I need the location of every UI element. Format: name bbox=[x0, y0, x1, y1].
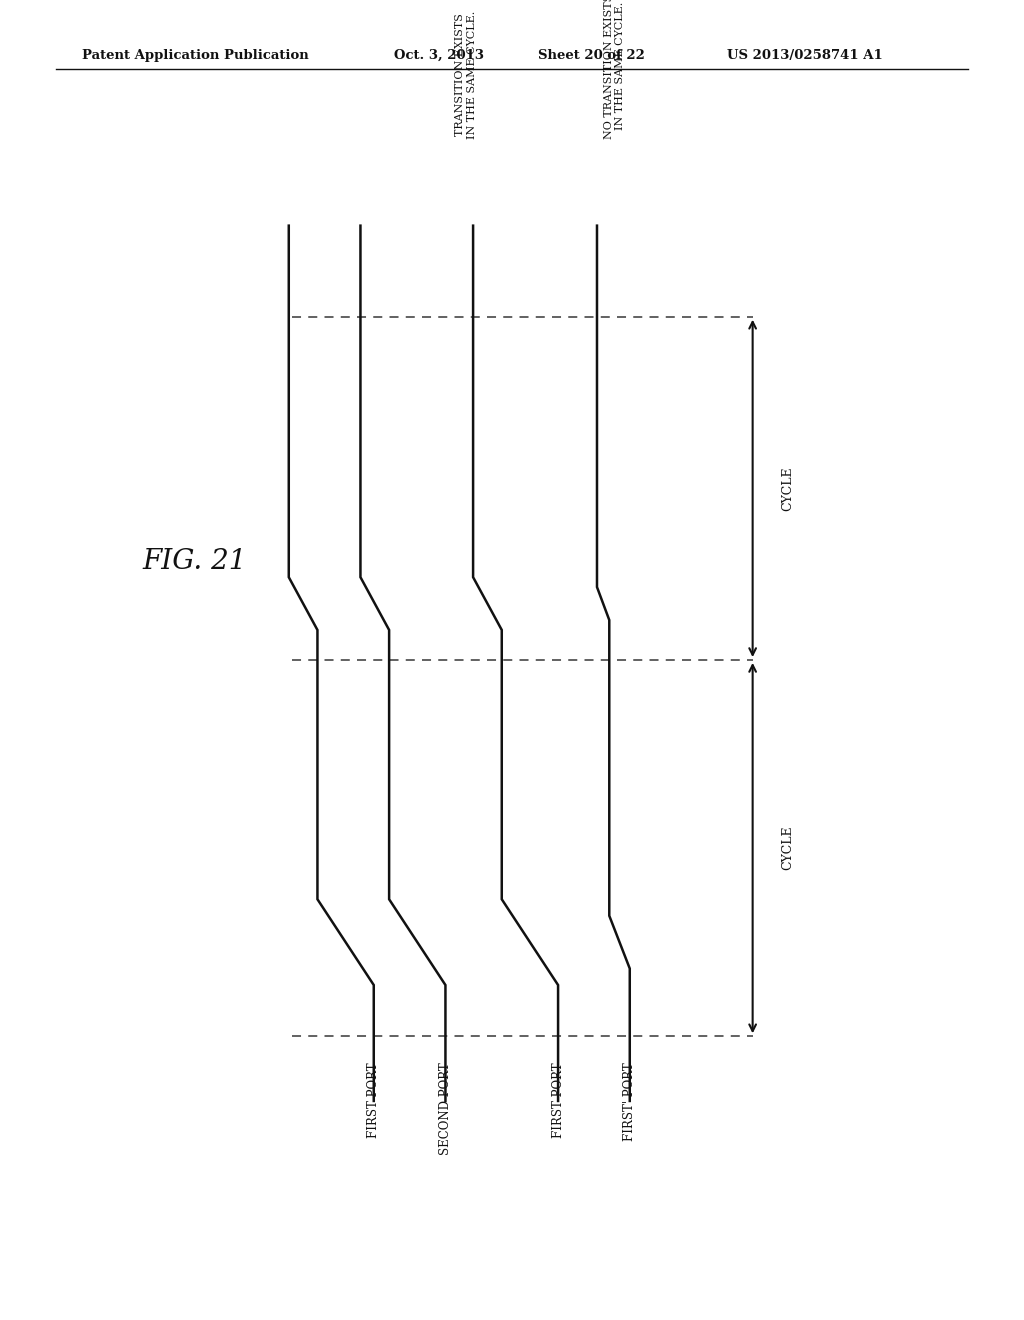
Text: US 2013/0258741 A1: US 2013/0258741 A1 bbox=[727, 49, 883, 62]
Text: FIRST PORT: FIRST PORT bbox=[368, 1063, 380, 1138]
Text: Patent Application Publication: Patent Application Publication bbox=[82, 49, 308, 62]
Text: TRANSITION EXISTS
IN THE SAME CYCLE.: TRANSITION EXISTS IN THE SAME CYCLE. bbox=[455, 11, 477, 139]
Text: FIG. 21: FIG. 21 bbox=[142, 548, 247, 574]
Text: SECOND PORT: SECOND PORT bbox=[439, 1063, 452, 1155]
Text: CYCLE: CYCLE bbox=[781, 466, 795, 511]
Text: NO TRANSITION EXISTS
IN THE SAME CYCLE.: NO TRANSITION EXISTS IN THE SAME CYCLE. bbox=[603, 0, 626, 139]
Text: FIRST' PORT: FIRST' PORT bbox=[624, 1063, 636, 1142]
Text: Oct. 3, 2013: Oct. 3, 2013 bbox=[394, 49, 484, 62]
Text: Sheet 20 of 22: Sheet 20 of 22 bbox=[538, 49, 644, 62]
Text: CYCLE: CYCLE bbox=[781, 826, 795, 870]
Text: FIRST PORT: FIRST PORT bbox=[552, 1063, 564, 1138]
